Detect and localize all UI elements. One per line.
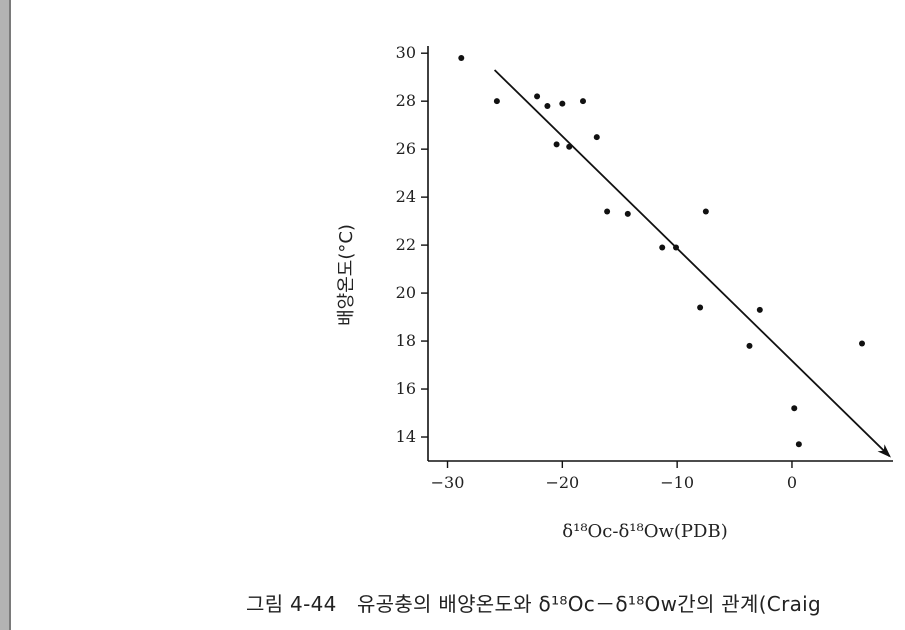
data-point xyxy=(859,340,865,347)
data-point xyxy=(673,244,679,251)
figure-caption: 그림 4-44 유공충의 배양온도와 δ¹⁸Oc－δ¹⁸Ow간의 관계(Crai… xyxy=(246,592,821,616)
y-tick-label: 14 xyxy=(396,427,416,446)
data-point xyxy=(458,54,465,61)
data-point xyxy=(593,134,600,141)
data-point xyxy=(566,143,573,150)
y-axis-label: 배양온도(°C) xyxy=(336,224,357,326)
y-tick-label: 24 xyxy=(396,187,416,206)
data-point xyxy=(580,98,586,105)
data-point xyxy=(493,98,500,105)
y-tick-label: 30 xyxy=(396,43,416,62)
trend-line xyxy=(493,69,891,458)
y-tick-label: 20 xyxy=(396,283,416,302)
x-tick-label: −10 xyxy=(660,473,694,492)
x-tick-label: −20 xyxy=(545,473,579,492)
data-point xyxy=(544,102,551,109)
x-axis-label: δ¹⁸Oc-δ¹⁸Ow(PDB) xyxy=(562,521,727,542)
data-point xyxy=(795,441,802,448)
data-point xyxy=(697,304,704,311)
y-tick-label: 22 xyxy=(396,235,416,254)
data-point xyxy=(746,342,753,349)
data-point xyxy=(553,141,560,148)
data-point xyxy=(604,208,611,215)
y-tick-label: 26 xyxy=(396,139,416,158)
y-tick-label: 18 xyxy=(396,331,416,350)
y-tick-label: 16 xyxy=(396,379,416,398)
y-tick-label: 28 xyxy=(396,91,416,110)
data-point xyxy=(702,208,709,215)
data-point xyxy=(624,210,631,217)
page-edge-bar xyxy=(0,0,11,630)
data-point xyxy=(534,93,541,100)
data-point xyxy=(559,100,566,107)
x-tick-label: 0 xyxy=(787,473,797,492)
data-point xyxy=(756,306,763,313)
data-point xyxy=(659,244,666,251)
data-point xyxy=(791,405,798,412)
x-tick-label: −30 xyxy=(431,473,465,492)
